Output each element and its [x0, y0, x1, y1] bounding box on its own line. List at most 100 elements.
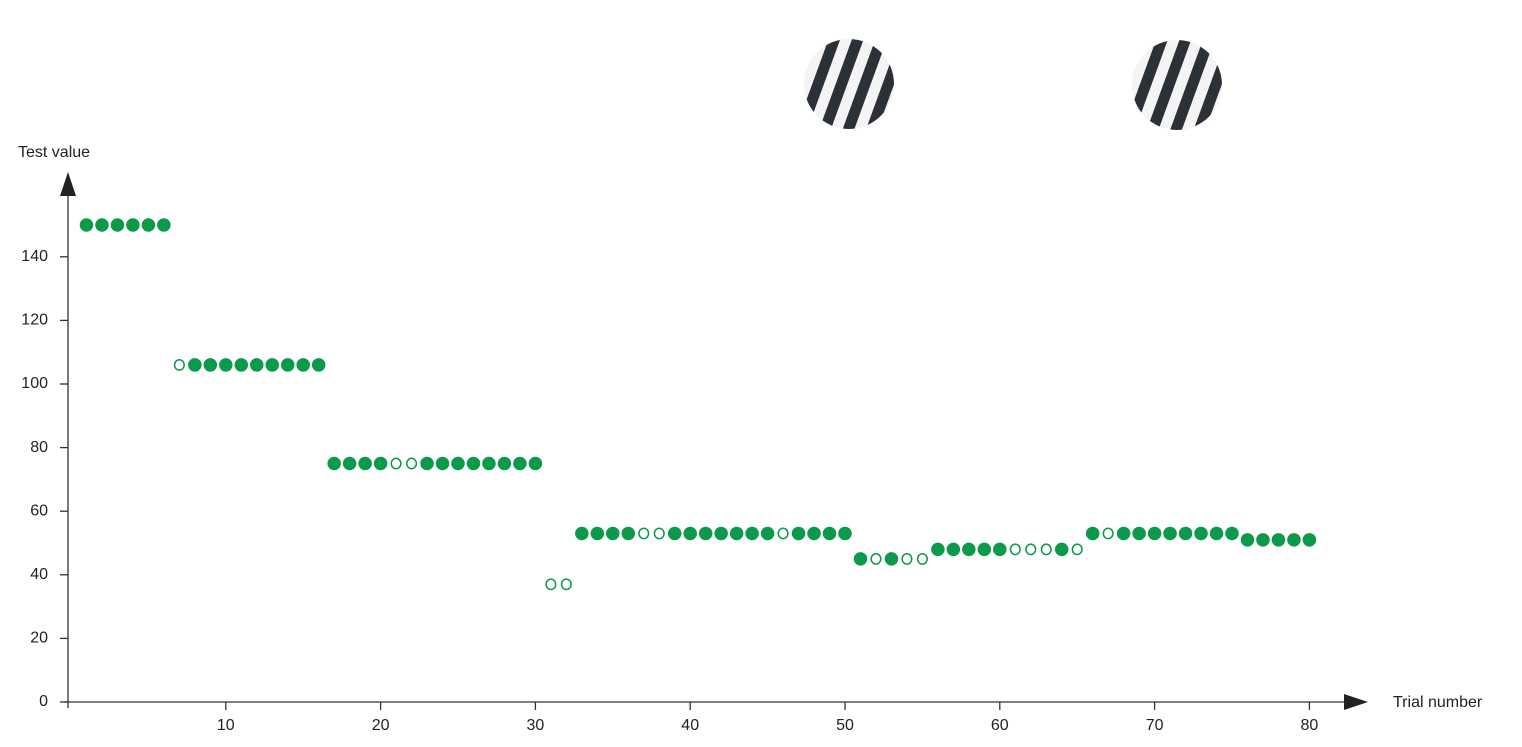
y-axis-label: Test value — [18, 144, 90, 161]
x-tick-label: 80 — [1301, 717, 1319, 734]
filled-marker — [667, 526, 682, 541]
filled-marker — [1178, 526, 1193, 541]
open-marker — [901, 552, 913, 565]
filled-marker — [466, 456, 481, 471]
filled-marker — [250, 358, 264, 372]
filled-marker — [1271, 533, 1286, 547]
filled-marker — [1240, 533, 1255, 547]
filled-marker — [698, 526, 713, 541]
x-axis-label: Trial number — [1393, 694, 1483, 711]
x-tick-label: 40 — [681, 717, 699, 734]
filled-marker — [1147, 526, 1162, 541]
y-tick-label: 120 — [21, 312, 48, 329]
filled-marker — [977, 542, 992, 557]
y-tick-label: 0 — [39, 693, 48, 710]
filled-marker — [327, 456, 341, 471]
open-marker — [777, 527, 789, 540]
filled-marker — [451, 456, 465, 471]
open-marker — [916, 552, 928, 565]
filled-marker — [575, 526, 589, 541]
open-marker — [406, 457, 418, 470]
filled-marker — [621, 526, 636, 541]
filled-marker — [1287, 533, 1301, 547]
y-tick-label: 40 — [30, 566, 48, 583]
filled-marker — [358, 456, 372, 471]
filled-marker — [296, 358, 310, 372]
filled-marker — [745, 526, 759, 541]
filled-marker — [1085, 526, 1100, 541]
filled-marker — [590, 526, 605, 541]
filled-marker — [760, 526, 775, 541]
y-tick-label: 140 — [21, 248, 48, 265]
open-marker — [545, 578, 557, 591]
filled-marker — [373, 456, 388, 471]
filled-marker — [203, 358, 218, 372]
filled-marker — [311, 358, 326, 372]
filled-marker — [1256, 533, 1270, 547]
filled-marker — [1209, 526, 1224, 541]
filled-marker — [838, 526, 852, 541]
filled-marker — [822, 526, 837, 541]
open-marker — [1102, 527, 1114, 540]
open-marker — [1009, 543, 1021, 556]
filled-marker — [962, 542, 976, 557]
open-marker — [560, 578, 572, 591]
filled-marker — [420, 456, 434, 471]
filled-marker — [188, 358, 202, 372]
filled-marker — [714, 526, 728, 541]
y-tick-label: 80 — [30, 439, 48, 456]
open-marker — [1071, 543, 1083, 556]
filled-marker — [1302, 533, 1317, 547]
y-tick-label: 20 — [30, 630, 48, 647]
y-tick-label: 100 — [21, 375, 48, 392]
filled-marker — [528, 456, 543, 471]
filled-marker — [993, 542, 1007, 557]
filled-marker — [1163, 526, 1177, 541]
filled-marker — [280, 358, 295, 372]
open-marker — [390, 457, 402, 470]
filled-marker — [265, 358, 279, 372]
filled-marker — [807, 526, 821, 541]
filled-marker — [683, 526, 697, 541]
filled-marker — [342, 456, 357, 471]
filled-marker — [884, 552, 899, 566]
filled-marker — [729, 526, 744, 541]
open-marker — [653, 527, 665, 540]
filled-marker — [234, 358, 249, 372]
x-tick-label: 30 — [527, 717, 545, 734]
open-marker — [1025, 543, 1037, 556]
filled-marker — [1225, 526, 1239, 541]
x-tick-label: 50 — [836, 717, 854, 734]
filled-marker — [157, 218, 171, 232]
open-marker — [173, 358, 185, 371]
x-tick-label: 10 — [217, 717, 235, 734]
open-marker — [870, 552, 882, 565]
filled-marker — [1116, 526, 1131, 541]
filled-marker — [931, 542, 945, 557]
filled-marker — [79, 218, 94, 232]
filled-marker — [946, 542, 961, 557]
y-tick-label: 60 — [30, 502, 48, 519]
open-marker — [1040, 543, 1052, 556]
filled-marker — [513, 456, 527, 471]
filled-marker — [482, 456, 496, 471]
filled-marker — [435, 456, 450, 471]
filled-marker — [1054, 542, 1069, 557]
filled-marker — [126, 218, 140, 232]
filled-marker — [606, 526, 620, 541]
filled-marker — [497, 456, 512, 471]
grating-stimulus — [804, 39, 1222, 130]
x-tick-label: 70 — [1146, 717, 1164, 734]
x-tick-label: 60 — [991, 717, 1009, 734]
filled-marker — [791, 526, 806, 541]
filled-marker — [95, 218, 109, 232]
filled-marker — [853, 552, 868, 566]
x-axis-arrow — [1344, 694, 1368, 710]
x-tick-label: 20 — [372, 717, 390, 734]
filled-marker — [141, 218, 156, 232]
filled-marker — [1194, 526, 1208, 541]
filled-marker — [1132, 526, 1146, 541]
y-axis-arrow — [60, 172, 76, 196]
filled-marker — [219, 358, 233, 372]
